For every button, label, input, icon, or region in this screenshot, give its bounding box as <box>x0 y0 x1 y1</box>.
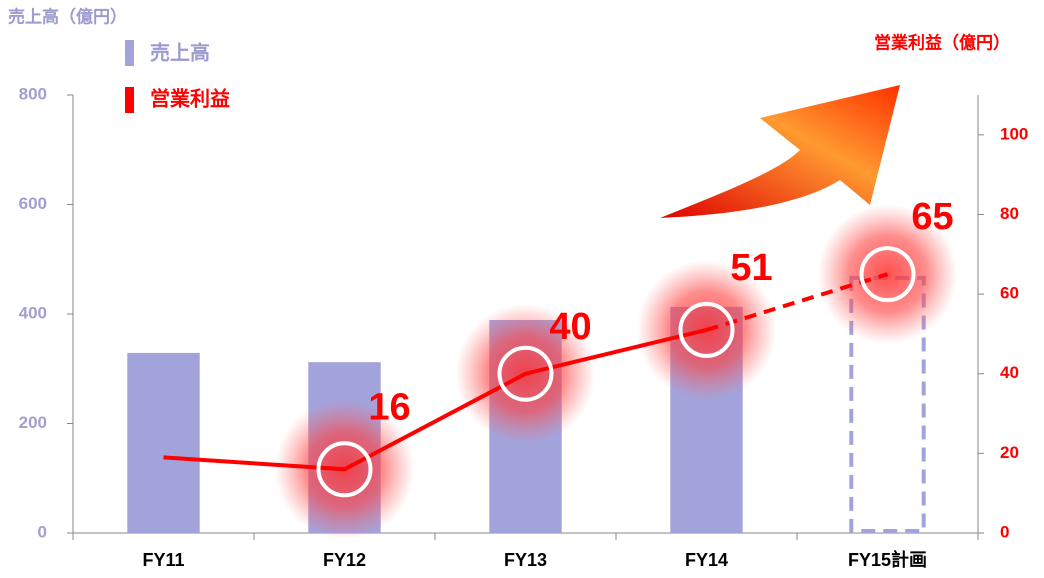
y2-tick-label: 80 <box>1000 204 1019 223</box>
bar <box>849 275 926 533</box>
legend-label: 売上高 <box>150 40 210 64</box>
legend-swatch <box>125 87 134 113</box>
point-ring <box>859 246 916 303</box>
line-plan <box>705 272 889 332</box>
trend-arrow <box>660 85 900 218</box>
data-label: 16 <box>368 386 410 428</box>
legend-label: 営業利益 <box>150 86 230 110</box>
point-ring <box>678 301 735 358</box>
data-label: 51 <box>730 247 772 289</box>
x-tick-label: FY15計画 <box>848 549 927 570</box>
data-label: 65 <box>911 196 953 238</box>
legend-swatch <box>125 40 134 66</box>
point-ring <box>316 441 373 498</box>
data-label: 40 <box>549 306 591 348</box>
point-ring <box>497 345 554 402</box>
bar <box>127 352 200 533</box>
y2-tick-label: 60 <box>1000 284 1019 303</box>
y2-tick-label: 100 <box>1000 124 1028 143</box>
y-tick-label: 400 <box>19 303 47 322</box>
y2-tick-label: 20 <box>1000 443 1019 462</box>
y2-axis-label: 営業利益（億円） <box>874 32 1010 52</box>
y2-tick-label: 0 <box>1000 522 1009 541</box>
y-axis-label: 売上高（億円） <box>8 6 127 26</box>
x-tick-label: FY12 <box>323 550 366 570</box>
x-tick-label: FY11 <box>142 550 184 570</box>
y-tick-label: 200 <box>19 413 47 432</box>
y-tick-label: 0 <box>38 522 47 541</box>
x-tick-label: FY13 <box>504 550 547 570</box>
y-tick-label: 600 <box>19 194 47 213</box>
y-tick-label: 800 <box>19 84 47 103</box>
y2-tick-label: 40 <box>1000 363 1019 382</box>
line <box>163 327 707 472</box>
x-tick-label: FY14 <box>685 550 728 570</box>
